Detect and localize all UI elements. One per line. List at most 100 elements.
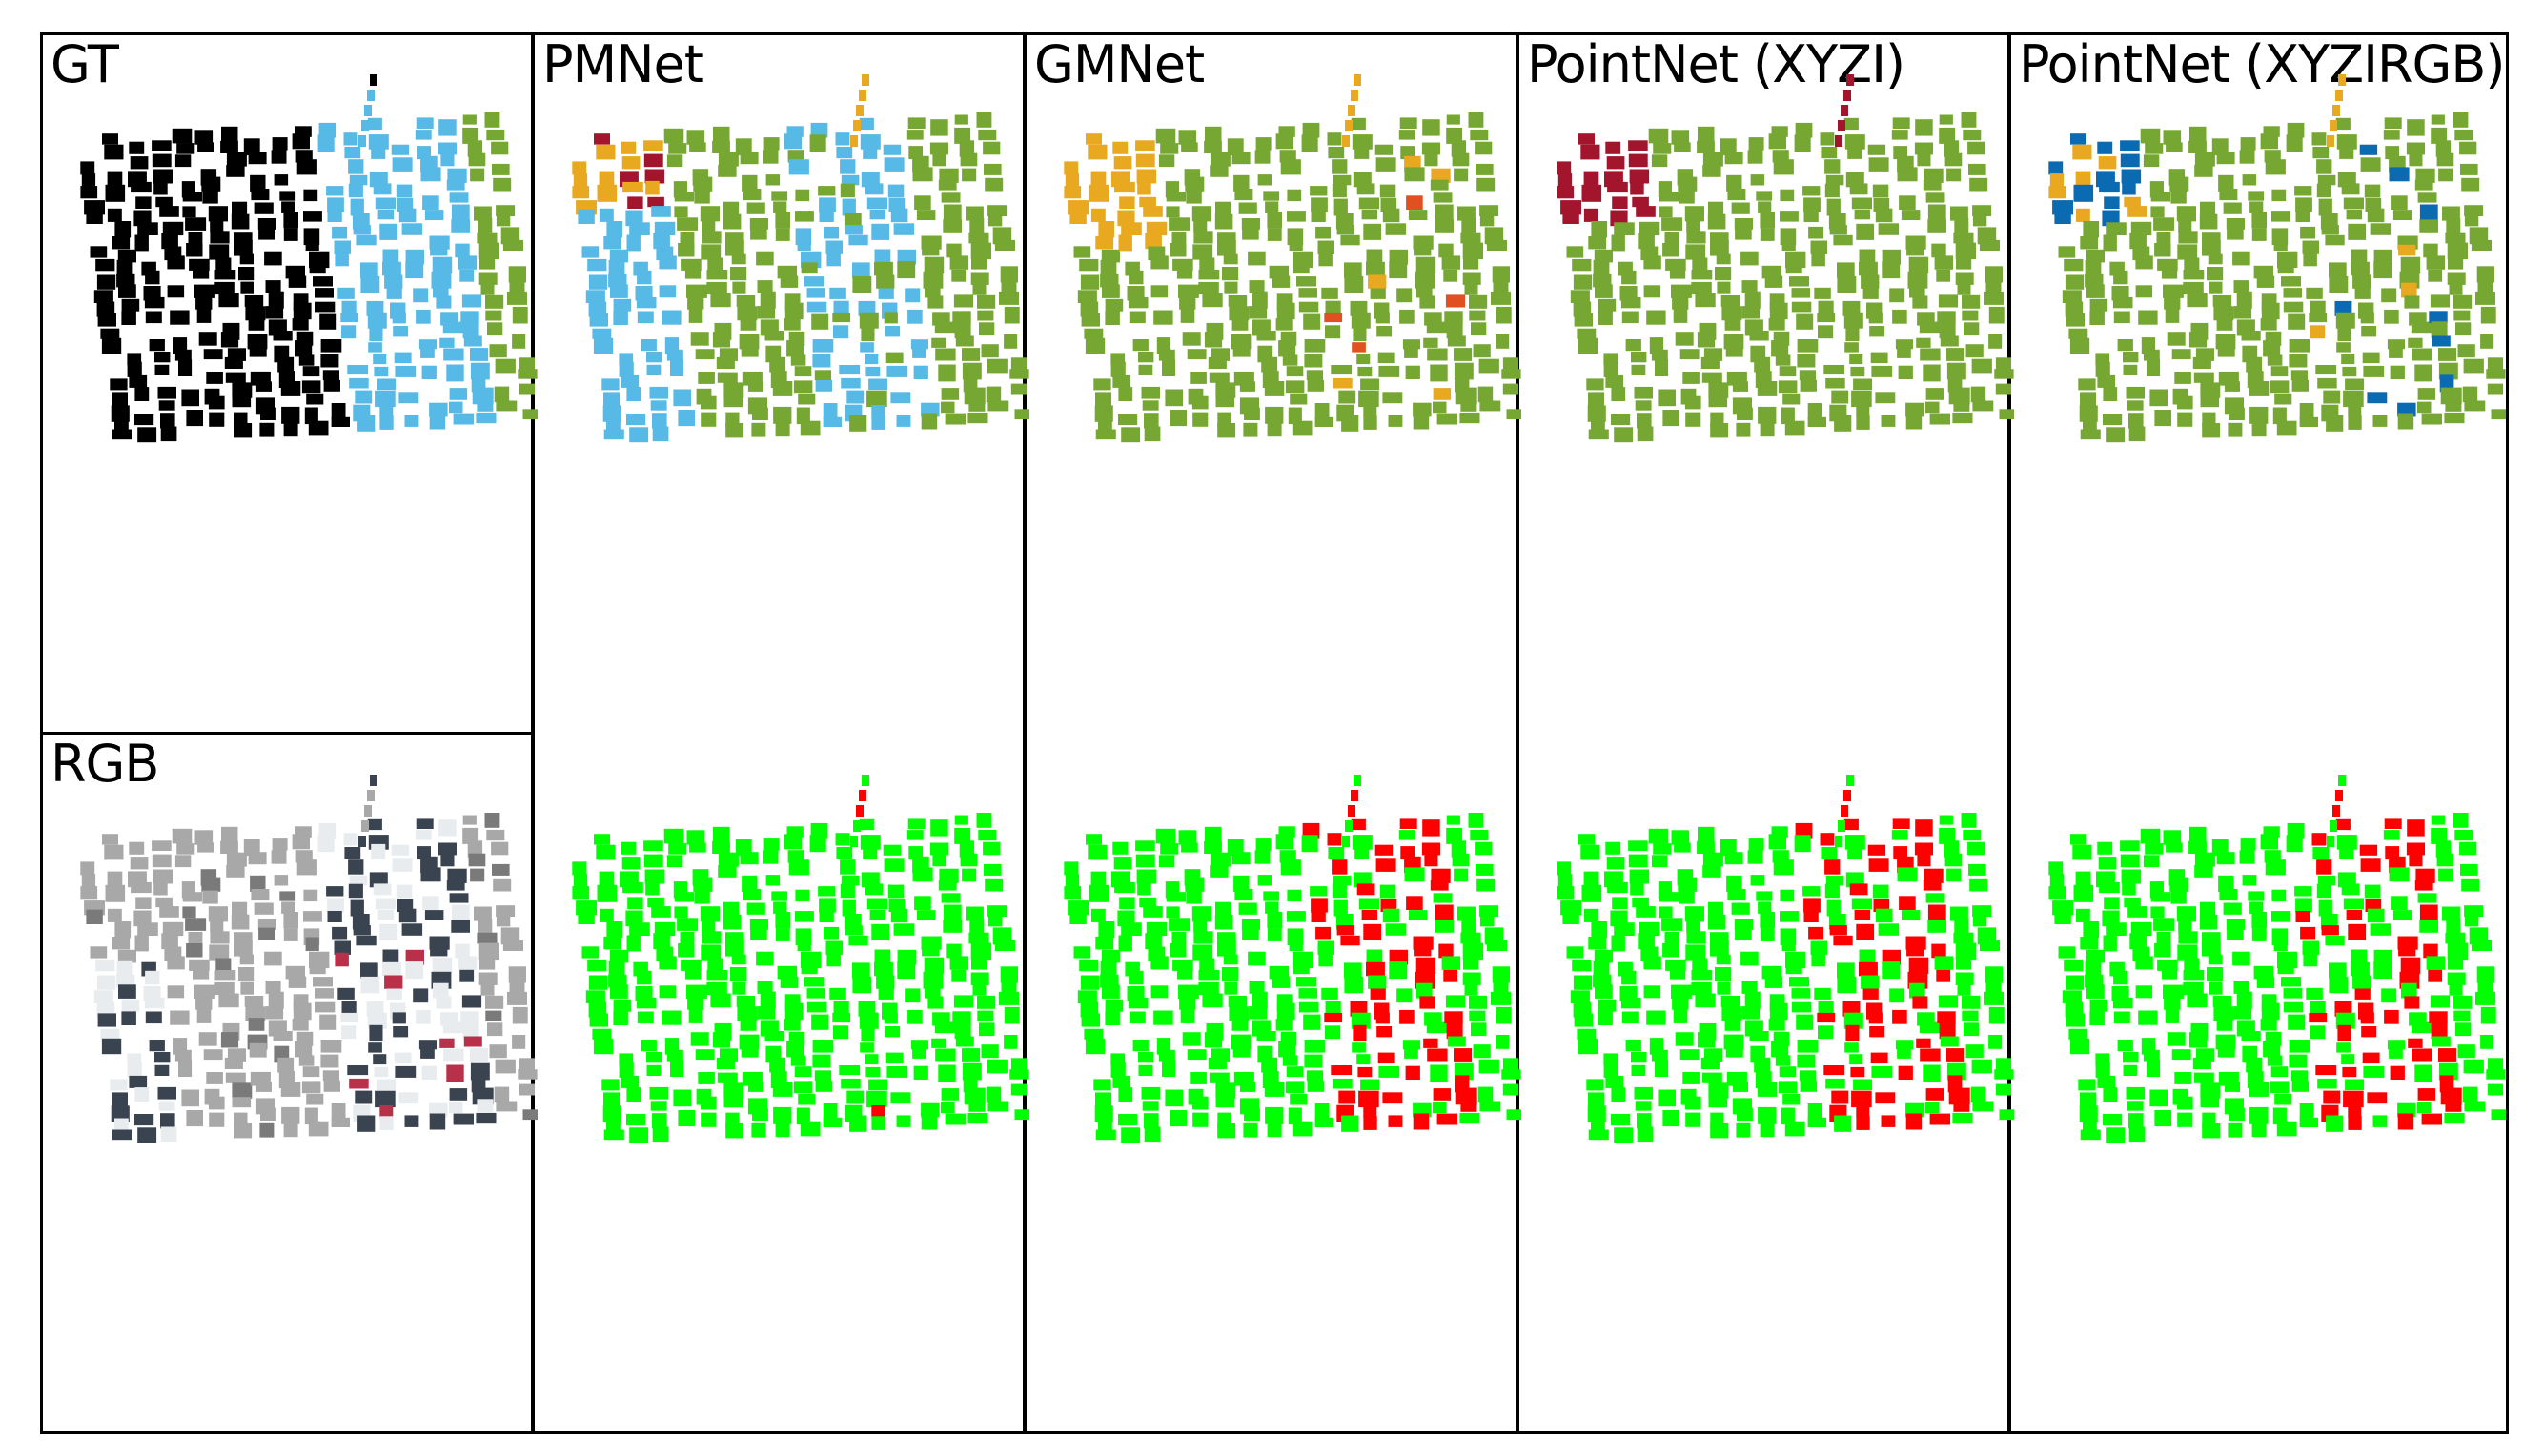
cloud-point: [1760, 1122, 1775, 1138]
cloud-point: [723, 396, 743, 408]
cloud-point: [1940, 335, 1959, 347]
cloud-point: [2138, 1010, 2158, 1025]
cloud-point: [1192, 244, 1213, 260]
cloud-point: [1276, 302, 1295, 320]
cloud-point: [1919, 1021, 1940, 1034]
cloud-point: [757, 1006, 776, 1020]
cloud-point: [912, 867, 933, 882]
cloud-point: [377, 1079, 397, 1091]
cloud-point: [2329, 962, 2347, 979]
cloud-point: [1198, 270, 1220, 280]
cloud-point: [272, 838, 288, 851]
cloud-point: [1292, 1121, 1313, 1137]
cloud-point: [968, 1099, 986, 1112]
cloud-point: [1286, 1066, 1304, 1078]
cloud-point: [429, 413, 446, 430]
cloud-point: [519, 383, 535, 395]
cloud-point: [1215, 1097, 1235, 1108]
cloud-point: [404, 1115, 419, 1127]
cloud-point: [2299, 1103, 2314, 1120]
cloud-point: [1435, 904, 1454, 921]
cloud-point: [2343, 390, 2364, 408]
cloud-point: [1332, 159, 1348, 174]
cloud-point: [2289, 339, 2310, 353]
cloud-point: [1265, 1106, 1284, 1124]
cloud-point: [2233, 981, 2249, 994]
cloud-point: [763, 150, 779, 164]
cloud-point: [1278, 826, 1295, 838]
cloud-point: [1944, 140, 1960, 157]
cloud-point: [742, 174, 758, 192]
cloud-point: [1697, 140, 1715, 153]
cloud-point: [1893, 846, 1907, 860]
cloud-point: [1460, 1099, 1477, 1112]
cloud-point: [2464, 915, 2479, 927]
cloud-point: [629, 1127, 649, 1143]
cloud-point: [2070, 133, 2086, 145]
cloud-point: [121, 298, 140, 312]
cloud-point: [334, 240, 351, 254]
cloud-point: [319, 313, 337, 330]
cloud-point: [2435, 140, 2452, 157]
cloud-point: [502, 940, 523, 951]
cloud-point: [2189, 826, 2207, 844]
cloud-point: [1970, 1086, 1986, 1103]
cloud-point: [353, 225, 371, 235]
cloud-point: [446, 179, 465, 191]
cloud-point: [496, 205, 516, 216]
cloud-point: [1868, 858, 1889, 872]
cloud-point: [292, 318, 309, 331]
cloud-point: [1000, 266, 1018, 283]
cloud-point: [460, 311, 479, 323]
cloud-point: [2316, 883, 2331, 899]
cloud-point: [1875, 1092, 1896, 1104]
cloud-point: [1737, 407, 1753, 420]
cloud-point: [1348, 805, 1355, 817]
cloud-point: [2248, 891, 2265, 901]
cloud-point: [806, 1001, 827, 1013]
cloud-point: [2121, 869, 2142, 884]
cloud-point: [2121, 169, 2142, 184]
cloud-point: [1807, 403, 1822, 419]
cloud-point: [1892, 309, 1907, 324]
cloud-point: [1747, 150, 1763, 164]
cloud-point: [2267, 1055, 2283, 1066]
cloud-point: [2281, 276, 2301, 287]
cloud-point: [2311, 833, 2327, 846]
cloud-point: [2150, 906, 2165, 919]
cloud-point: [823, 403, 838, 419]
cloud-point: [379, 415, 394, 430]
cloud-point: [2143, 349, 2160, 361]
cloud-point: [1715, 967, 1732, 981]
cloud-point: [131, 881, 152, 894]
cloud-point: [306, 393, 324, 405]
cloud-point: [401, 923, 423, 936]
panel-pmnet: PMNet: [535, 35, 1023, 1431]
cloud-point: [2226, 218, 2245, 230]
cloud-point: [865, 1054, 879, 1065]
cloud-point: [1376, 326, 1393, 337]
cloud-point: [374, 366, 389, 377]
cloud-point: [801, 262, 818, 274]
cloud-point: [2317, 174, 2336, 186]
cloud-point: [790, 354, 806, 366]
cloud-point: [386, 288, 402, 299]
cloud-point: [2310, 325, 2326, 339]
cloud-point: [1469, 294, 1488, 309]
cloud-point: [1924, 868, 1944, 883]
cloud-point: [740, 152, 759, 165]
cloud-point: [2103, 387, 2118, 401]
cloud-point: [1927, 904, 1946, 921]
cloud-point: [1925, 192, 1945, 203]
cloud-point: [224, 1057, 243, 1069]
cloud-point: [1605, 374, 1624, 388]
cloud-point: [375, 390, 396, 408]
cloud-point: [348, 859, 364, 875]
cloud-point: [2464, 205, 2484, 216]
cloud-point: [232, 396, 252, 408]
cloud-point: [101, 337, 122, 354]
cloud-point: [1445, 294, 1466, 308]
cloud-point: [954, 815, 968, 825]
cloud-point: [2330, 120, 2337, 131]
cloud-point: [840, 183, 855, 198]
